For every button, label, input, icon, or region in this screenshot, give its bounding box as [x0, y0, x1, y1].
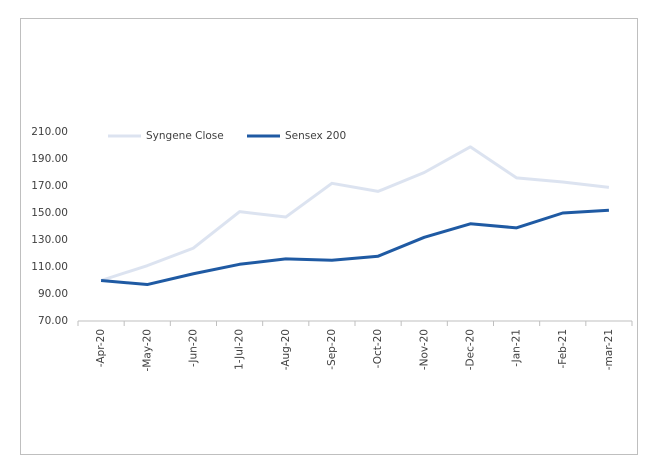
x-tick-label: -Aug-20 [280, 329, 292, 370]
y-tick-label: 110.00 [31, 261, 68, 273]
y-tick-label: 170.00 [31, 180, 68, 192]
x-tick-label: -Apr-20 [95, 329, 107, 367]
x-tick-label: -May-20 [141, 329, 153, 371]
series-line [100, 208, 610, 287]
chart-frame [20, 18, 638, 455]
x-tick-label: -Nov-20 [418, 329, 430, 370]
legend-label: Syngene Close [146, 130, 224, 142]
y-tick-label: 150.00 [31, 207, 68, 219]
x-tick-label: -Dec-20 [464, 329, 476, 370]
x-tick-label: -Jun-20 [187, 329, 199, 367]
series-line [100, 145, 610, 282]
y-tick-label: 90.00 [38, 288, 68, 300]
x-tick-label: 1-Jul-20 [234, 329, 246, 370]
x-tick-label: -Feb-21 [557, 329, 569, 369]
x-tick-label: -Oct-20 [372, 329, 384, 368]
y-tick-label: 210.00 [31, 126, 68, 138]
legend-label: Sensex 200 [285, 130, 346, 142]
y-tick-label: 70.00 [38, 315, 68, 327]
x-tick-label: -mar-21 [603, 329, 615, 370]
x-tick-label: -Sep-20 [326, 329, 338, 370]
x-tick-label: -Jan-21 [511, 329, 523, 367]
y-tick-label: 190.00 [31, 153, 68, 165]
y-tick-label: 130.00 [31, 234, 68, 246]
